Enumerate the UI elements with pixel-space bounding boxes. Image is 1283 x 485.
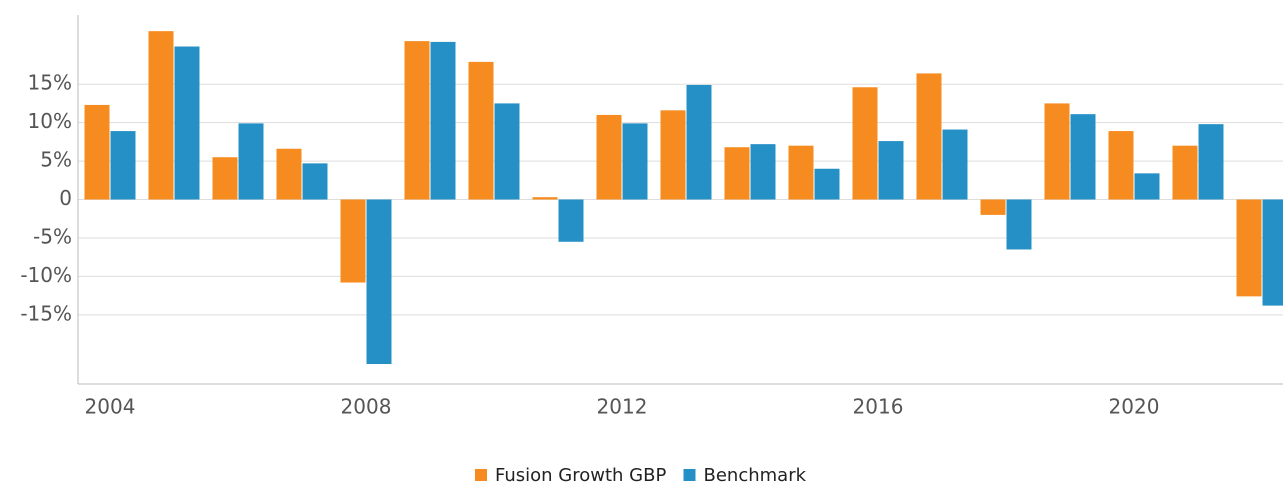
legend: Fusion Growth GBP Benchmark xyxy=(475,465,807,485)
bar xyxy=(84,104,110,200)
bar xyxy=(340,199,366,283)
bar xyxy=(430,41,456,200)
bar xyxy=(660,110,686,200)
legend-swatch xyxy=(475,469,487,481)
bar xyxy=(532,197,558,200)
bar xyxy=(1108,131,1134,200)
y-tick-label: 5% xyxy=(40,148,72,172)
x-tick-label: 2012 xyxy=(597,395,648,419)
bar xyxy=(1134,173,1160,200)
y-tick-label: -5% xyxy=(33,224,72,248)
bar xyxy=(302,163,328,200)
legend-label: Fusion Growth GBP xyxy=(495,465,666,485)
legend-label: Benchmark xyxy=(704,465,807,485)
y-tick-label: 0 xyxy=(59,186,72,210)
bar xyxy=(724,147,750,200)
bar xyxy=(814,168,840,200)
bar xyxy=(1044,103,1070,200)
bar xyxy=(750,144,776,200)
bar xyxy=(110,131,136,200)
bar xyxy=(1236,199,1262,297)
x-tick-label: 2016 xyxy=(853,395,904,419)
bar xyxy=(852,87,878,200)
bar xyxy=(174,46,200,200)
bar xyxy=(404,41,430,200)
bar xyxy=(148,31,174,200)
bar xyxy=(212,157,238,200)
bar xyxy=(878,141,904,200)
bar xyxy=(596,114,622,200)
x-tick-label: 2008 xyxy=(341,395,392,419)
bar xyxy=(980,199,1006,215)
bar xyxy=(558,199,584,242)
bar xyxy=(1006,199,1032,250)
bar xyxy=(942,129,968,200)
bar xyxy=(238,123,264,200)
legend-swatch xyxy=(683,469,696,481)
bar xyxy=(494,103,520,200)
bar xyxy=(1262,199,1283,306)
bar xyxy=(788,145,814,200)
bar xyxy=(468,61,494,200)
bar xyxy=(1070,114,1096,200)
y-tick-label: 15% xyxy=(28,71,72,95)
bar xyxy=(276,148,302,200)
bar xyxy=(1198,124,1224,200)
y-tick-label: -10% xyxy=(20,263,72,287)
bar xyxy=(1172,145,1198,200)
x-tick-label: 2020 xyxy=(1109,395,1160,419)
x-tick-label: 2004 xyxy=(85,395,136,419)
bar xyxy=(916,73,942,200)
bar xyxy=(366,199,392,365)
bar xyxy=(622,123,648,200)
y-tick-label: -15% xyxy=(20,301,72,325)
y-tick-label: 10% xyxy=(28,109,72,133)
bar xyxy=(686,84,712,200)
